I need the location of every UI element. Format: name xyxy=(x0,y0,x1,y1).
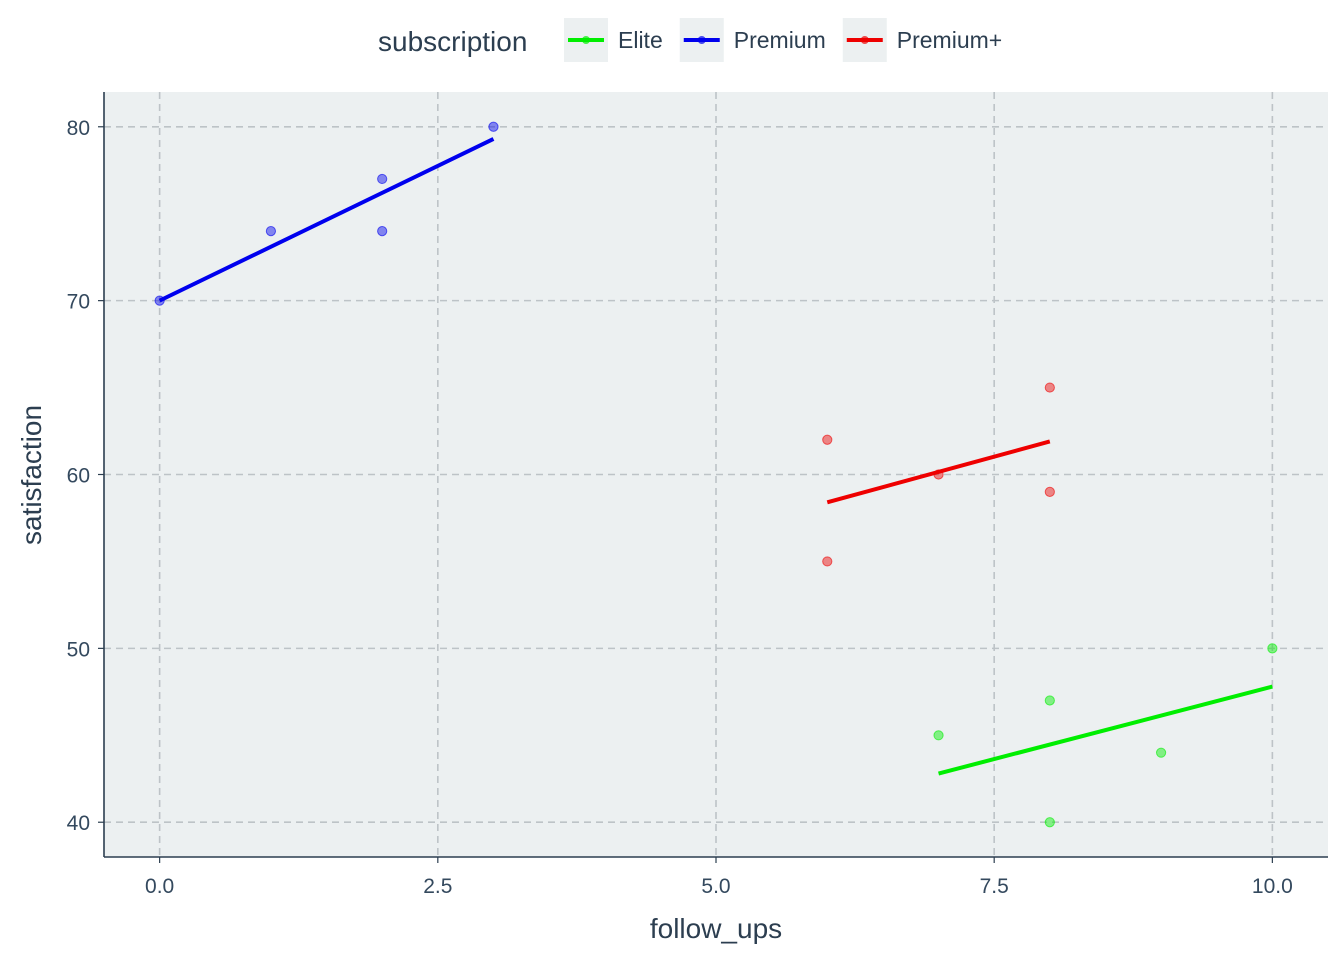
y-axis-title: satisfaction xyxy=(16,405,47,545)
y-tick-label: 60 xyxy=(67,465,90,488)
point-elite xyxy=(1267,643,1278,654)
legend-key-point xyxy=(860,36,869,44)
point-premium xyxy=(488,121,499,132)
legend: subscription Elite Premium Premium+ xyxy=(378,18,1002,62)
y-tick-label: 70 xyxy=(67,291,90,314)
point-premium xyxy=(154,295,165,306)
fit-line-premium xyxy=(158,137,495,303)
legend-label: Elite xyxy=(618,27,663,53)
data-points xyxy=(154,121,1278,828)
legend-item-elite: Elite xyxy=(564,18,663,62)
y-tick-label: 80 xyxy=(67,117,90,140)
x-tick-label: 10.0 xyxy=(1252,875,1293,898)
x-tick-label: 0.0 xyxy=(145,875,174,898)
fit-lines xyxy=(158,137,1273,776)
y-tick-label: 50 xyxy=(67,638,90,661)
x-axis-title: follow_ups xyxy=(650,913,782,944)
point-premium xyxy=(377,225,388,237)
point-elite xyxy=(1155,747,1167,758)
legend-key-point xyxy=(697,36,706,44)
point-elite xyxy=(1044,817,1055,828)
point-elite xyxy=(933,730,944,741)
legend-label: Premium+ xyxy=(897,27,1002,53)
fit-line-elite xyxy=(938,684,1273,776)
x-axis-ticks: 0.0 2.5 5.0 7.5 10.0 xyxy=(145,857,1293,898)
x-tick-label: 7.5 xyxy=(980,875,1009,898)
point-premium xyxy=(265,225,277,237)
point-premium xyxy=(377,173,388,185)
x-tick-label: 5.0 xyxy=(701,875,730,898)
point-premium-plus xyxy=(933,469,944,480)
x-tick-label: 2.5 xyxy=(423,875,452,898)
fit-line-premium-plus xyxy=(826,439,1051,505)
point-elite xyxy=(1044,695,1055,706)
y-axis-ticks: 40 50 60 70 80 xyxy=(67,117,104,835)
point-premium-plus xyxy=(822,434,833,445)
legend-title: subscription xyxy=(378,26,527,57)
grid-lines xyxy=(104,92,1328,857)
point-premium-plus xyxy=(822,556,833,567)
point-premium-plus xyxy=(1044,382,1055,393)
legend-item-premium: Premium xyxy=(679,18,826,62)
legend-key-point xyxy=(582,36,590,44)
legend-label: Premium xyxy=(734,27,826,53)
point-premium-plus xyxy=(1044,486,1055,497)
y-tick-label: 40 xyxy=(67,812,90,835)
legend-item-premium-plus: Premium+ xyxy=(842,18,1002,62)
